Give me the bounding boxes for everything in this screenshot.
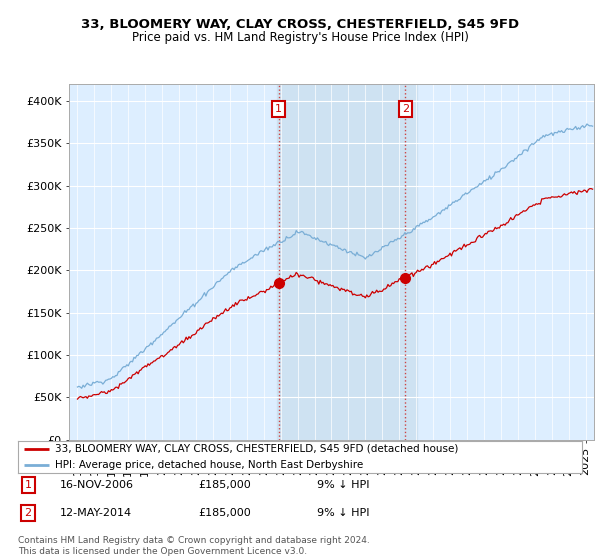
Text: 1: 1 [275,104,282,114]
Text: 33, BLOOMERY WAY, CLAY CROSS, CHESTERFIELD, S45 9FD: 33, BLOOMERY WAY, CLAY CROSS, CHESTERFIE… [81,18,519,31]
Bar [277,84,417,440]
Text: HPI: Average price, detached house, North East Derbyshire: HPI: Average price, detached house, Nort… [55,460,363,470]
Text: Price paid vs. HM Land Registry's House Price Index (HPI): Price paid vs. HM Land Registry's House … [131,31,469,44]
Text: 2: 2 [25,508,32,518]
Text: 9% ↓ HPI: 9% ↓ HPI [317,508,370,518]
Text: 33, BLOOMERY WAY, CLAY CROSS, CHESTERFIELD, S45 9FD (detached house): 33, BLOOMERY WAY, CLAY CROSS, CHESTERFIE… [55,444,458,454]
Text: 16-NOV-2006: 16-NOV-2006 [60,480,134,490]
Text: 2: 2 [402,104,409,114]
Text: 1: 1 [25,480,32,490]
Text: Contains HM Land Registry data © Crown copyright and database right 2024.
This d: Contains HM Land Registry data © Crown c… [18,536,370,556]
Text: 9% ↓ HPI: 9% ↓ HPI [317,480,370,490]
Text: 12-MAY-2014: 12-MAY-2014 [60,508,133,518]
Text: £185,000: £185,000 [199,480,251,490]
Text: £185,000: £185,000 [199,508,251,518]
